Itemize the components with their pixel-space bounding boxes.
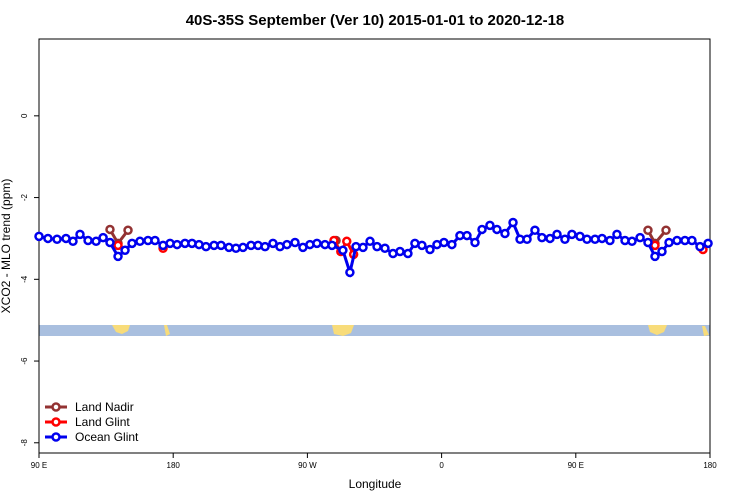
point [650,251,660,262]
point [447,239,457,250]
y-tick-label: -8 [20,439,29,447]
point [687,235,697,246]
point [380,243,390,253]
point [605,235,615,246]
point [34,231,44,242]
point [260,241,270,252]
point [52,234,62,245]
point [238,242,248,253]
x-tick-label: 180 [167,461,181,470]
point [216,240,226,251]
x-tick-label: 0 [439,461,444,470]
point [661,225,671,236]
point [403,248,413,259]
legend-label: Ocean Glint [75,430,139,444]
y-tick-label: 0 [20,113,29,118]
point [345,267,355,278]
point [664,237,674,248]
point [545,233,555,244]
y-tick-label: -6 [20,357,29,365]
point [105,237,115,248]
point [395,246,405,257]
point [127,238,137,249]
point [120,245,130,256]
legend-marker [51,432,61,442]
x-axis-label: Longitude [349,477,402,491]
x-tick-label: 90 E [31,461,47,470]
point [612,229,622,240]
point [123,225,133,236]
point [643,225,653,236]
point [365,236,375,247]
point [43,233,53,244]
point [113,240,123,251]
point [695,241,705,252]
point [98,232,108,243]
legend-label: Land Glint [75,415,130,429]
point [657,246,667,257]
point [635,232,645,243]
point [552,229,562,240]
point [150,235,160,246]
point [643,237,653,248]
point [470,237,480,248]
point [537,232,547,243]
point [560,234,570,245]
point [567,229,577,240]
point [358,242,368,253]
point [312,238,322,249]
point [500,228,510,239]
point [68,236,78,247]
x-tick-label: 90 W [298,461,317,470]
point [485,220,495,231]
point [172,239,182,250]
point [530,225,540,236]
point [327,240,337,251]
point [597,233,607,244]
point [417,240,427,251]
legend-marker [51,402,61,412]
point [75,229,85,240]
point [582,234,592,245]
y-tick-label: -2 [20,193,29,201]
point [508,217,518,228]
point [105,224,115,235]
legend-label: Land Nadir [75,400,134,414]
point [672,235,682,246]
point [627,236,637,247]
y-tick-label: -4 [20,275,29,283]
point [338,245,348,256]
point [703,238,713,249]
map-strip [39,325,710,336]
point [462,230,472,241]
legend-marker [51,417,61,427]
point [135,236,145,247]
chart-title: 40S-35S September (Ver 10) 2015-01-01 to… [186,12,565,29]
y-axis-label: XCO2 - MLO trend (ppm) [0,179,13,314]
point [342,236,352,247]
point [492,224,502,235]
point [201,241,211,252]
point [113,251,123,262]
point [83,235,93,246]
point [425,244,435,255]
x-tick-label: 180 [703,461,717,470]
x-tick-label: 90 E [568,461,584,470]
point [372,241,382,252]
point [522,234,532,245]
point [477,224,487,235]
point [268,238,278,249]
point [282,239,292,250]
point [290,237,300,248]
point [439,237,449,248]
point [91,236,101,247]
